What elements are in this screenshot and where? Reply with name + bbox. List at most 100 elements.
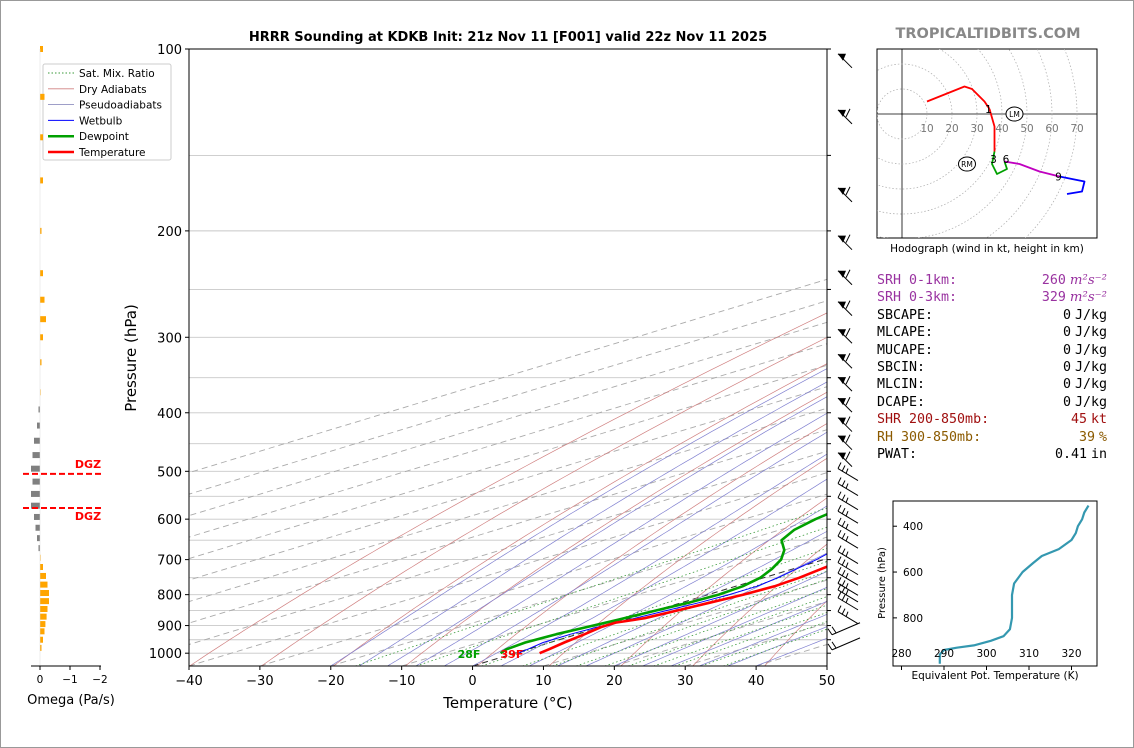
mixing-ratio-label: 8 — [1116, 462, 1121, 472]
omega-bar — [31, 465, 40, 472]
theta-e-panel: 280 290 300 310 320 400 600 800 — [891, 505, 1090, 670]
hodo-ring — [985, 49, 1053, 238]
index-row: SRH 0-3km: 329 m²s⁻² — [877, 289, 1107, 306]
omega-bar — [40, 93, 45, 100]
barb-flag — [841, 532, 846, 540]
theta-x-tick-label: 280 — [891, 648, 911, 660]
x-tick-label: 50 — [819, 674, 836, 689]
hodograph-caption: Hodograph (wind in kt, height in km) — [890, 243, 1084, 255]
theta-e-frame — [892, 500, 1098, 667]
y-tick-label: 300 — [157, 331, 182, 346]
dry-adiabat-line — [404, 391, 827, 666]
barb-staff — [837, 582, 859, 596]
hodo-trace — [1059, 175, 1086, 195]
index-unit: m²s⁻² — [1069, 290, 1107, 306]
index-unit: m²s⁻² — [1069, 273, 1107, 288]
isotherm-line — [259, 493, 827, 666]
omega-bar — [34, 437, 40, 444]
mixing-ratio-line — [627, 596, 827, 666]
mixing-ratio-line — [604, 588, 827, 666]
barb-staff — [831, 637, 861, 651]
barb-flag — [837, 529, 842, 537]
barb-pennant — [838, 435, 846, 443]
omega-bar — [40, 46, 43, 52]
index-label: SBCAPE: — [877, 307, 934, 323]
dry-adiabat-line — [189, 312, 827, 666]
omega-xlabel: Omega (Pa/s) — [27, 693, 115, 708]
moist-adiabat-line — [670, 601, 827, 666]
skewt-profiles — [499, 512, 827, 655]
omega-bar — [40, 359, 42, 366]
index-unit: kt — [1090, 412, 1107, 428]
index-unit: J/kg — [1074, 394, 1107, 410]
hodo-trace — [988, 108, 996, 152]
omega-bar — [40, 270, 43, 277]
mixing-ratio-label: 4 — [1051, 462, 1056, 472]
barb-pennant — [838, 235, 846, 243]
omega-bar — [40, 227, 42, 234]
barb-pennant — [838, 417, 846, 425]
barb-flag — [831, 626, 837, 634]
hodo-rm-label: RM — [961, 160, 973, 169]
hodo-ring — [877, 63, 953, 165]
barb-flag — [837, 491, 842, 498]
indices-table: SRH 0-1km: 260 m²s⁻² SRH 0-3km: 329 m²s⁻² SBCA… — [877, 272, 1107, 463]
barb-pennant — [838, 270, 846, 278]
y-tick-label: 800 — [157, 589, 182, 604]
isotherm-line — [189, 429, 827, 624]
hodo-height-label: 6 — [1003, 154, 1010, 166]
dry-adiabat-line — [620, 497, 827, 666]
moist-adiabat-line — [500, 478, 827, 666]
index-unit: J/kg — [1074, 307, 1107, 323]
index-row: MLCIN: 0 J/kg — [877, 376, 1107, 393]
barb-flag — [841, 586, 846, 594]
omega-bar — [40, 636, 43, 643]
barb-pennant — [838, 452, 846, 460]
barb-flag — [827, 643, 833, 651]
omega-bar — [38, 545, 40, 552]
x-tick-label: −40 — [175, 674, 202, 689]
barb-flag — [837, 545, 842, 552]
moist-adiabat-line — [614, 570, 827, 666]
x-tick-label: 20 — [606, 674, 623, 689]
mixing-ratio-line — [522, 561, 827, 666]
omega-bar — [40, 296, 45, 303]
x-tick-label: −30 — [246, 674, 273, 689]
index-unit: J/kg — [1074, 360, 1107, 376]
barb-flag — [845, 510, 849, 517]
hodo-ring-label: 40 — [995, 123, 1008, 135]
barb-flag — [841, 569, 846, 577]
isotherm-line — [189, 321, 827, 517]
index-value: 0 — [1062, 394, 1071, 410]
moist-adiabat-line — [529, 505, 827, 666]
isotherm-line — [189, 343, 827, 538]
hodo-ring — [877, 49, 1003, 215]
index-row: RH 300-850mb: 39% — [877, 429, 1107, 446]
dry-adiabat-line — [692, 543, 827, 666]
moist-adiabat-line — [642, 586, 827, 666]
theta-x-tick-label: 300 — [976, 648, 996, 660]
barb-flag — [845, 108, 851, 118]
barb-flag — [845, 434, 851, 443]
index-label: SHR 200-850mb: — [877, 412, 990, 428]
index-row: SHR 200-850mb: 45 kt — [877, 411, 1107, 428]
index-label: MUCAPE: — [877, 342, 934, 358]
moist-adiabat-line — [585, 552, 827, 666]
barb-flag — [845, 269, 851, 278]
y-tick-label: 500 — [157, 465, 182, 480]
mixing-ratio-line — [355, 507, 827, 666]
theta-e-xlabel: Equivalent Pot. Temperature (K) — [911, 670, 1078, 682]
moist-adiabat-line — [330, 368, 827, 666]
index-unit: J/kg — [1074, 325, 1107, 341]
theta-x-tick-label: 320 — [1061, 648, 1081, 660]
theta-e-line — [938, 505, 1090, 664]
index-row: MUCAPE: 0 J/kg — [877, 342, 1107, 359]
y-tick-label: 700 — [157, 554, 182, 569]
barb-flag — [837, 462, 842, 469]
barb-staff — [837, 572, 859, 586]
index-value: 45 — [1070, 412, 1087, 428]
sfc-dewpoint-label: 28F — [458, 648, 481, 661]
barb-flag — [845, 375, 851, 385]
hodo-lm-marker — [1005, 106, 1024, 122]
dry-adiabat-line — [764, 600, 827, 666]
